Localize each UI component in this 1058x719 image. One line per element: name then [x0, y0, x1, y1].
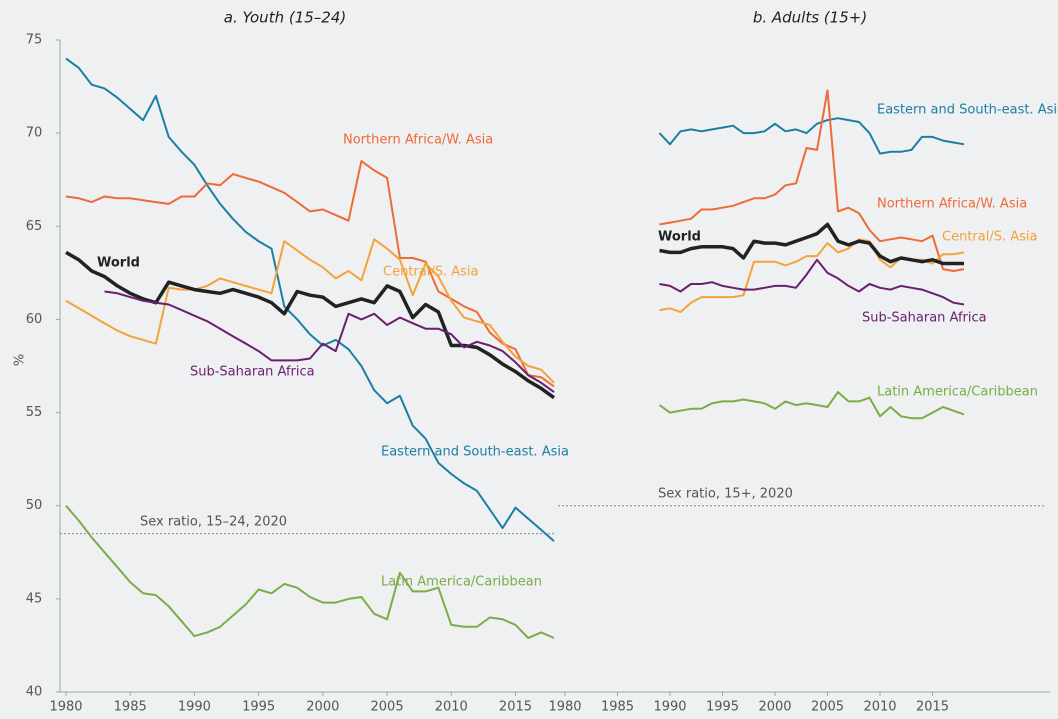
panel-title: a. Youth (15–24) — [224, 9, 346, 27]
y-axis-label: % — [13, 354, 28, 366]
series-line — [659, 258, 965, 306]
series-label: Latin America/Caribbean — [877, 385, 1038, 400]
x-tick-label: 1995 — [242, 700, 275, 715]
x-tick-label: 1980 — [49, 700, 82, 715]
series-line — [65, 160, 555, 388]
series-label: Northern Africa/W. Asia — [343, 133, 493, 148]
x-tick-label: 2015 — [499, 700, 532, 715]
series-line — [658, 117, 965, 155]
x-tick-label: 1990 — [653, 700, 686, 715]
panel-title: b. Adults (15+) — [753, 9, 867, 27]
x-tick-label: 2010 — [435, 700, 468, 715]
x-tick-label: 2015 — [916, 700, 949, 715]
y-tick-label: 55 — [26, 405, 43, 420]
x-tick-label: 1990 — [178, 700, 211, 715]
series-label: Central/S. Asia — [383, 265, 478, 280]
series-line — [65, 57, 555, 542]
series-label: World — [658, 230, 701, 245]
series-line — [658, 391, 965, 420]
x-tick-label: 1985 — [601, 700, 634, 715]
y-tick-label: 60 — [26, 312, 43, 327]
series-label: World — [97, 256, 140, 271]
x-tick-label: 2005 — [371, 700, 404, 715]
series-label: Sub-Saharan Africa — [862, 311, 987, 326]
y-tick-label: 40 — [26, 685, 43, 700]
series-line — [65, 250, 556, 400]
series-label: Northern Africa/W. Asia — [877, 197, 1027, 212]
y-tick-label: 65 — [26, 219, 43, 234]
series-label: Sub-Saharan Africa — [190, 365, 315, 380]
y-tick-label: 45 — [26, 591, 43, 606]
series-line — [659, 89, 965, 272]
series-label: Eastern and South-east. Asia — [877, 103, 1058, 118]
x-tick-label: 2000 — [758, 700, 791, 715]
y-tick-label: 50 — [26, 498, 43, 513]
x-tick-label: 1985 — [114, 700, 147, 715]
x-tick-label: 2000 — [306, 700, 339, 715]
y-tick-label: 70 — [26, 126, 43, 141]
series-line — [65, 505, 555, 639]
y-tick-label: 75 — [26, 33, 43, 48]
x-tick-label: 1995 — [706, 700, 739, 715]
x-tick-label: 2005 — [811, 700, 844, 715]
series-label: Latin America/Caribbean — [381, 575, 542, 590]
series-line — [65, 238, 555, 384]
series-label: Eastern and South-east. Asia — [381, 445, 569, 460]
series-line — [659, 222, 964, 266]
x-tick-label: 2010 — [863, 700, 896, 715]
series-line — [104, 290, 555, 393]
reference-label: Sex ratio, 15+, 2020 — [658, 487, 793, 502]
reference-label: Sex ratio, 15–24, 2020 — [140, 515, 287, 530]
x-tick-label: 1980 — [548, 700, 581, 715]
series-label: Central/S. Asia — [942, 230, 1037, 245]
